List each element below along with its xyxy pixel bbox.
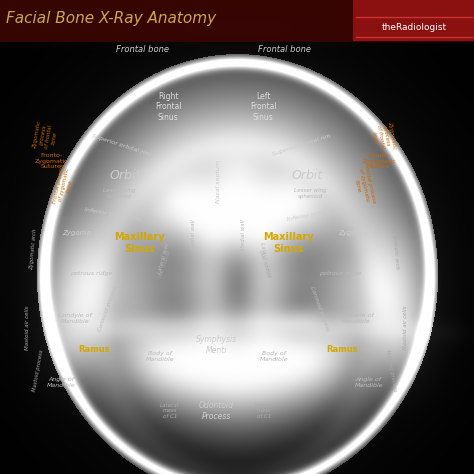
Text: Nasal septum: Nasal septum <box>217 160 221 203</box>
Text: Zygoma: Zygoma <box>338 230 366 236</box>
Text: Mastoid air cells: Mastoid air cells <box>403 306 408 350</box>
Text: Superior orbital rim: Superior orbital rim <box>91 134 151 157</box>
Text: Angle of
Mandible: Angle of Mandible <box>355 377 383 388</box>
Text: Maxillary
Sinus: Maxillary Sinus <box>115 232 165 254</box>
Text: Body of
Mandible: Body of Mandible <box>146 351 174 362</box>
Text: Lateral wall: Lateral wall <box>157 242 170 274</box>
Text: Body of
Mandible: Body of Mandible <box>260 351 288 362</box>
Text: Condyle of
Mandible: Condyle of Mandible <box>58 313 92 324</box>
Text: Iliac nodule: Iliac nodule <box>158 250 172 278</box>
Text: Frontal bone: Frontal bone <box>258 46 311 54</box>
Text: Lateral wall: Lateral wall <box>259 242 272 274</box>
Text: theRadiologist: theRadiologist <box>381 23 447 32</box>
Text: Coronoid process: Coronoid process <box>310 286 330 332</box>
Text: Iliac nodule: Iliac nodule <box>258 250 271 278</box>
Text: Superior orbital rim: Superior orbital rim <box>272 134 332 157</box>
Text: Frontal process
of zygomatic
bone: Frontal process of zygomatic bone <box>52 164 76 206</box>
Text: Fronto-
Zygomatic
Suture: Fronto- Zygomatic Suture <box>35 153 68 170</box>
Text: Right
Frontal
Sinus: Right Frontal Sinus <box>155 92 182 121</box>
Text: Mastoid air cells: Mastoid air cells <box>25 306 30 350</box>
Text: Ramus: Ramus <box>78 346 109 354</box>
Text: Orbit: Orbit <box>292 169 323 182</box>
Text: Zygoma: Zygoma <box>63 230 91 236</box>
Text: Frontal bone: Frontal bone <box>116 46 169 54</box>
Text: Inferior orbital rim: Inferior orbital rim <box>83 207 141 222</box>
Text: Coronoid process: Coronoid process <box>98 286 118 332</box>
Text: Facial Bone X-Ray Anatomy: Facial Bone X-Ray Anatomy <box>6 11 216 27</box>
Text: Zygomatic
process
of frontal
bone: Zygomatic process of frontal bone <box>33 121 59 152</box>
Text: Orbit: Orbit <box>110 169 141 182</box>
Text: Lesser wing
sphenoid: Lesser wing sphenoid <box>103 188 136 199</box>
Text: Zygomatic
process
of frontal
bone: Zygomatic process of frontal bone <box>370 121 396 152</box>
Text: petrous ridge: petrous ridge <box>70 272 113 276</box>
Text: Odontoid
Process: Odontoid Process <box>199 401 234 420</box>
Text: Medial wall: Medial wall <box>241 219 246 250</box>
Text: Angle of
Mandible: Angle of Mandible <box>47 377 76 388</box>
Text: Mastoid process: Mastoid process <box>385 349 397 392</box>
Text: Zygomatic arch: Zygomatic arch <box>392 228 400 270</box>
Text: Lateral
mass
of C1: Lateral mass of C1 <box>255 402 274 419</box>
Text: Inferior orbital rim: Inferior orbital rim <box>286 207 344 222</box>
Text: Medial wall: Medial wall <box>191 219 196 250</box>
Text: petrous ridge: petrous ridge <box>319 272 362 276</box>
Text: Maxillary
Sinus: Maxillary Sinus <box>263 232 313 254</box>
Text: Lesser wing
sphenoid: Lesser wing sphenoid <box>294 188 327 199</box>
Text: Symphysis
Menti: Symphysis Menti <box>196 336 237 355</box>
Text: Left
Frontal
Sinus: Left Frontal Sinus <box>250 92 276 121</box>
Text: Condyle of
Mandible: Condyle of Mandible <box>339 313 374 324</box>
FancyBboxPatch shape <box>353 0 474 41</box>
Text: Mastoid process: Mastoid process <box>32 349 44 392</box>
Text: Lateral
mass
of C1: Lateral mass of C1 <box>160 402 179 419</box>
Text: Zygomatic arch: Zygomatic arch <box>29 228 37 270</box>
Text: Fronto-
Zygomatic
Suture: Fronto- Zygomatic Suture <box>363 153 396 170</box>
Text: Frontal process
of zygomatic
bone: Frontal process of zygomatic bone <box>351 164 376 206</box>
Text: Ramus: Ramus <box>327 346 358 354</box>
